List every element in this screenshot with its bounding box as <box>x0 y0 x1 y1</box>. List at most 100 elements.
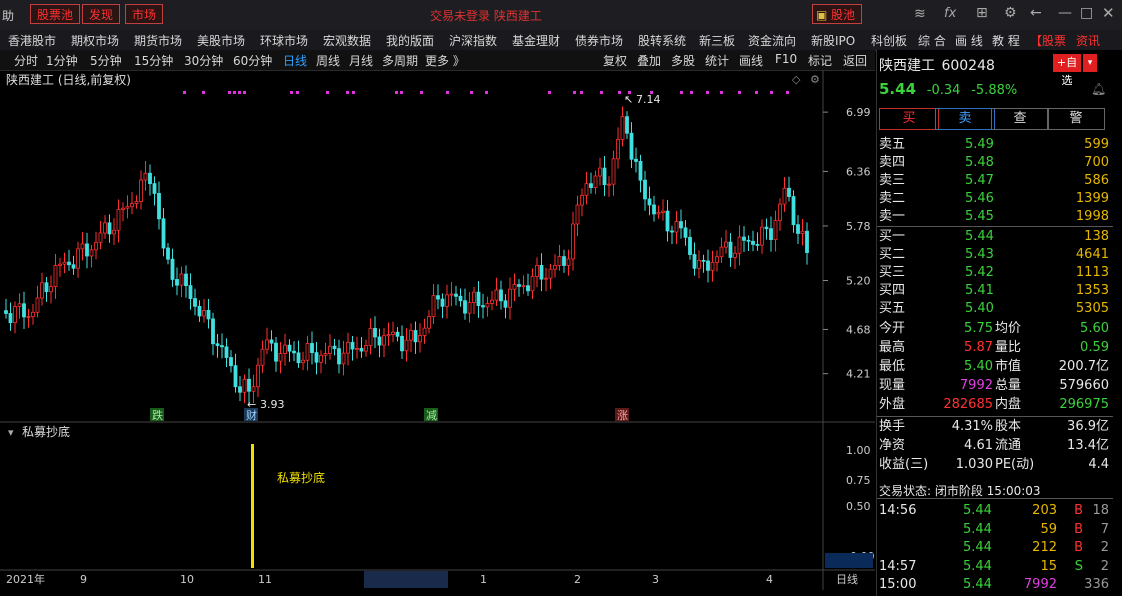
y-tick-label: 6.99 <box>846 106 871 119</box>
minimize-icon[interactable]: — <box>1058 5 1072 21</box>
candle-body <box>386 334 391 337</box>
candle-body <box>26 316 31 318</box>
stock-name: 陕西建工 <box>879 58 935 74</box>
signal-dot <box>346 91 349 94</box>
tool-f10[interactable]: F10 <box>775 52 798 66</box>
menu-draw[interactable]: 画 线 <box>955 34 983 48</box>
tool-adjust[interactable]: 复权 <box>603 54 628 68</box>
menu-futures[interactable]: 期货市场 <box>134 34 183 48</box>
candle-body <box>431 295 436 317</box>
menu-hk[interactable]: 香港股市 <box>8 34 57 48</box>
menu-fund[interactable]: 基金理财 <box>512 34 561 48</box>
candle-body <box>805 230 809 253</box>
candle-body <box>647 198 652 206</box>
tool-stats[interactable]: 统计 <box>705 54 730 68</box>
bid-label: 买一 <box>879 229 906 244</box>
period-timeshare[interactable]: 分时 <box>14 54 39 68</box>
period-more[interactable]: 更多 》 <box>425 54 465 68</box>
bid-row[interactable]: 买四 5.41 1353 <box>877 282 1113 300</box>
ask-row[interactable]: 卖五 5.49 599 <box>877 136 1113 154</box>
menu-tutorial[interactable]: 教 程 <box>992 34 1020 48</box>
maximize-icon[interactable]: □ <box>1080 5 1094 21</box>
candle-body <box>787 187 791 197</box>
period-weekly[interactable]: 周线 <box>316 54 341 68</box>
signal-dot <box>755 91 758 94</box>
period-15min[interactable]: 15分钟 <box>134 54 174 68</box>
candlestick-chart[interactable]: 6.99 6.36 5.78 5.20 4.68 4.21 7.14 ↖ 3.93 ← 跌… <box>0 70 875 590</box>
indicator-collapse-icon[interactable]: ▾ <box>8 426 14 439</box>
menu-bond[interactable]: 债券市场 <box>575 34 624 48</box>
bid-row[interactable]: 买一 5.44 138 <box>877 228 1113 246</box>
bid-row[interactable]: 买二 5.43 4641 <box>877 246 1113 264</box>
buy-button[interactable]: 买 <box>879 108 939 130</box>
back-icon[interactable]: ← <box>1030 5 1042 21</box>
tab-discover[interactable]: 发现 <box>82 4 121 24</box>
bid-row[interactable]: 买三 5.42 1113 <box>877 264 1113 282</box>
query-button[interactable]: 查 <box>991 108 1049 130</box>
grid-icon[interactable]: ⊞ <box>976 5 988 21</box>
sell-button[interactable]: 卖 <box>935 108 995 130</box>
candle-body <box>643 179 647 200</box>
candle-body <box>760 226 764 246</box>
bell-icon[interactable]: 🔔︎ <box>1091 82 1107 96</box>
period-monthly[interactable]: 月线 <box>349 54 374 68</box>
menu-composite[interactable]: 综 合 <box>918 34 946 48</box>
menu-ipo[interactable]: 新股IPO <box>811 34 856 48</box>
menu-transfer[interactable]: 股转系统 <box>638 34 687 48</box>
ask-row[interactable]: 卖四 5.48 700 <box>877 154 1113 172</box>
ask-price: 5.48 <box>965 155 994 170</box>
tool-draw[interactable]: 画线 <box>739 54 764 68</box>
diamond-icon[interactable]: ◇ <box>792 73 801 86</box>
menu-neeq[interactable]: 新三板 <box>699 34 736 48</box>
tab-market[interactable]: 市场 <box>125 4 164 24</box>
candle-body <box>490 299 494 304</box>
menu-options[interactable]: 期权市场 <box>71 34 120 48</box>
formula-icon[interactable]: fx <box>944 6 957 21</box>
tool-overlay[interactable]: 叠加 <box>637 54 662 68</box>
period-60min[interactable]: 60分钟 <box>233 54 273 68</box>
candle-body <box>53 265 58 288</box>
menu-macro[interactable]: 宏观数据 <box>323 34 372 48</box>
ask-row[interactable]: 卖二 5.46 1399 <box>877 190 1113 208</box>
menu-index[interactable]: 沪深指数 <box>449 34 498 48</box>
candle-body <box>593 175 598 188</box>
gear-small-icon[interactable]: ⚙ <box>810 73 820 86</box>
candle-body <box>134 201 139 205</box>
stock-pool-label: 股池 <box>831 8 856 22</box>
candle-body <box>589 183 593 188</box>
tool-mark[interactable]: 标记 <box>808 54 833 68</box>
period-5min[interactable]: 5分钟 <box>90 54 122 68</box>
stat-row: 现量 7992 总量 579660 <box>879 378 1109 393</box>
watchlist-dropdown-icon[interactable]: ▾ <box>1083 54 1097 72</box>
tab-stock-pool[interactable]: 股票池 <box>30 4 81 24</box>
candle-body <box>373 327 377 338</box>
close-icon[interactable]: ✕ <box>1102 4 1115 22</box>
help-label[interactable]: 助 <box>2 9 15 23</box>
alert-button[interactable]: 警 <box>1047 108 1105 130</box>
ask-row[interactable]: 卖三 5.47 586 <box>877 172 1113 190</box>
tool-back[interactable]: 返回 <box>843 54 868 68</box>
x-tick-label: 2 <box>574 573 581 586</box>
stock-pool-button[interactable]: ▣ 股池 <box>812 4 863 24</box>
chart-area[interactable]: 6.99 6.36 5.78 5.20 4.68 4.21 7.14 ↖ 3.93 ← 跌… <box>0 70 875 590</box>
candle-body <box>8 313 13 324</box>
menu-layout[interactable]: 我的版面 <box>386 34 435 48</box>
period-1min[interactable]: 1分钟 <box>46 54 78 68</box>
candle-body <box>71 264 76 269</box>
menu-star[interactable]: 科创板 <box>871 34 908 48</box>
settings-icon[interactable]: ⚙ <box>1004 5 1017 21</box>
menu-stock[interactable]: 【股票 <box>1030 34 1067 48</box>
tool-multi-stock[interactable]: 多股 <box>671 54 696 68</box>
menu-global[interactable]: 环球市场 <box>260 34 309 48</box>
ask-row[interactable]: 卖一 5.45 1998 <box>877 208 1113 226</box>
bid-row[interactable]: 买五 5.40 5305 <box>877 300 1113 318</box>
period-multi[interactable]: 多周期 <box>382 54 419 68</box>
add-watchlist-button[interactable]: +自选 <box>1053 54 1081 87</box>
menu-news[interactable]: 资讯 <box>1076 34 1101 48</box>
layers-icon[interactable]: ≋ <box>914 6 926 22</box>
period-daily[interactable]: 日线 <box>283 54 308 68</box>
period-30min[interactable]: 30分钟 <box>184 54 224 68</box>
menu-us[interactable]: 美股市场 <box>197 34 246 48</box>
candle-body <box>287 344 292 352</box>
menu-capital-flow[interactable]: 资金流向 <box>748 34 797 48</box>
